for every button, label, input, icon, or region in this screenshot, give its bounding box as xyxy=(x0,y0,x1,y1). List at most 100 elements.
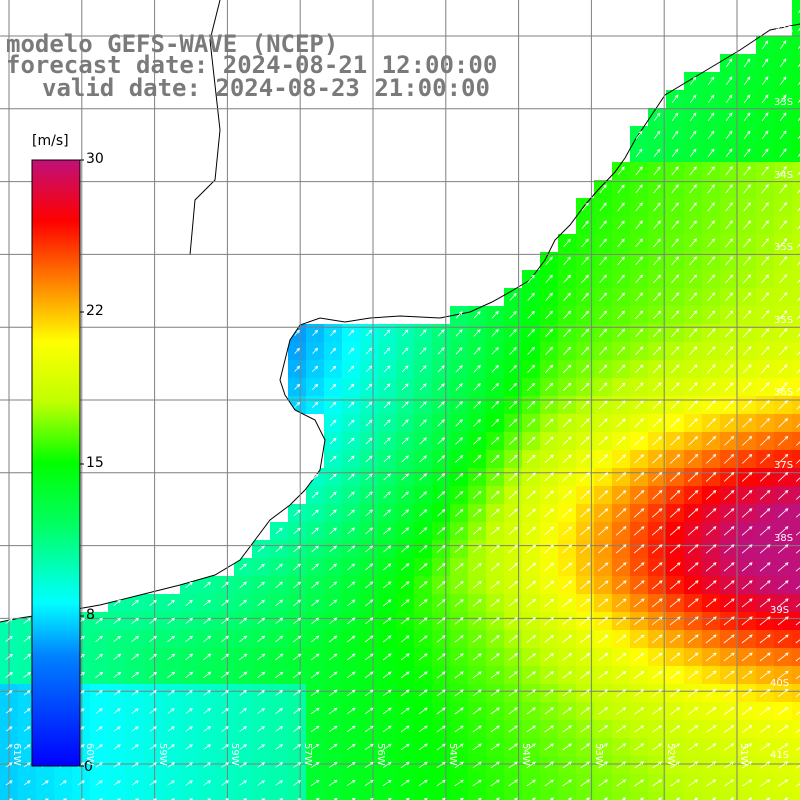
wind-arrow xyxy=(526,671,536,679)
wind-arrow xyxy=(615,544,627,554)
wind-arrow xyxy=(760,761,771,769)
wind-arrow xyxy=(545,256,553,266)
wind-speed-cell xyxy=(720,792,738,800)
colorbar-tick-label: 22 xyxy=(86,303,104,319)
wind-arrow xyxy=(580,616,591,626)
wind-arrow xyxy=(598,382,608,392)
wind-arrow xyxy=(653,346,662,356)
wind-arrow xyxy=(400,743,410,751)
wind-arrow xyxy=(257,653,266,661)
wind-speed-cell xyxy=(792,702,800,720)
wind-arrow xyxy=(653,202,661,212)
wind-arrow xyxy=(347,581,356,589)
wind-arrow xyxy=(472,617,482,625)
wind-speed-cell xyxy=(504,792,522,800)
wind-arrow xyxy=(669,652,681,662)
wind-arrow xyxy=(454,563,464,571)
wind-speed-cell xyxy=(522,792,540,800)
wind-arrow xyxy=(563,328,572,338)
lon-label: 61W xyxy=(11,743,22,766)
wind-arrow xyxy=(526,472,536,482)
wind-arrow xyxy=(705,616,717,626)
wind-arrow xyxy=(743,274,752,284)
wind-arrow xyxy=(149,599,157,607)
wind-arrow xyxy=(598,653,609,661)
wind-speed-cell xyxy=(540,792,558,800)
lat-label: 35S xyxy=(774,242,794,253)
wind-arrow xyxy=(670,418,680,428)
wind-arrow xyxy=(257,563,265,571)
wind-speed-cell xyxy=(684,792,702,800)
wind-arrow xyxy=(436,617,446,625)
wind-speed-cell xyxy=(792,774,800,792)
wind-speed-cell xyxy=(630,792,648,800)
wind-speed-cell xyxy=(792,288,800,306)
wind-arrow xyxy=(491,418,500,427)
wind-arrow xyxy=(364,761,374,769)
wind-arrow xyxy=(743,148,751,158)
wind-arrow xyxy=(312,329,319,336)
wind-arrow xyxy=(509,310,517,319)
wind-arrow xyxy=(671,256,680,266)
wind-arrow xyxy=(563,274,571,284)
wind-arrow xyxy=(346,617,356,625)
wind-arrow xyxy=(616,743,627,751)
wind-arrow xyxy=(633,580,645,590)
wind-speed-cell xyxy=(468,792,486,800)
wind-arrow xyxy=(113,780,121,786)
wind-arrow xyxy=(617,238,625,248)
wind-arrow xyxy=(113,690,121,696)
wind-arrow xyxy=(653,148,661,157)
wind-arrow xyxy=(382,671,392,679)
wind-arrow xyxy=(671,148,679,157)
wind-arrow xyxy=(239,762,248,768)
wind-arrow xyxy=(562,508,573,518)
wind-arrow xyxy=(436,563,446,571)
wind-arrow xyxy=(347,545,356,553)
wind-arrow xyxy=(688,689,699,697)
wind-speed-cell xyxy=(792,648,800,666)
wind-speed-cell xyxy=(792,306,800,324)
wind-arrow xyxy=(743,292,752,302)
wind-arrow xyxy=(580,418,590,428)
wind-arrow xyxy=(454,581,464,589)
wind-arrow xyxy=(544,400,554,410)
wind-arrow xyxy=(472,490,482,499)
wind-arrow xyxy=(562,689,573,697)
wind-arrow xyxy=(436,743,446,751)
wind-arrow xyxy=(441,797,446,800)
wind-arrow xyxy=(95,617,104,625)
wind-arrow xyxy=(670,725,681,733)
wind-arrow xyxy=(617,310,626,320)
wind-arrow xyxy=(652,743,663,751)
wind-arrow xyxy=(670,779,681,787)
wind-arrow xyxy=(742,725,753,733)
wind-arrow xyxy=(670,707,681,715)
wind-arrow xyxy=(365,473,373,481)
wind-arrow xyxy=(544,707,554,715)
wind-arrow xyxy=(490,653,500,661)
wind-arrow xyxy=(509,328,517,337)
wind-arrow xyxy=(635,256,643,266)
wind-arrow xyxy=(634,454,645,464)
wind-arrow xyxy=(508,544,518,554)
wind-arrow xyxy=(669,598,681,608)
wind-arrow xyxy=(651,490,663,500)
wind-speed-cell xyxy=(792,468,800,486)
wind-arrow xyxy=(221,599,230,607)
wind-arrow xyxy=(472,653,482,661)
wind-arrow xyxy=(221,780,230,786)
wind-arrow xyxy=(743,220,752,230)
wind-speed-cell xyxy=(792,0,800,18)
wind-arrow xyxy=(310,779,320,787)
wind-arrow xyxy=(669,472,681,482)
title-valid-date: valid date: 2024-08-23 21:00:00 xyxy=(42,74,490,102)
wind-arrow xyxy=(634,761,645,769)
wind-arrow xyxy=(689,274,698,284)
wind-arrow xyxy=(653,184,661,194)
wind-arrow xyxy=(490,562,500,571)
wind-arrow xyxy=(419,491,428,499)
wind-arrow xyxy=(149,744,157,750)
wind-arrow xyxy=(95,690,103,696)
wind-arrow xyxy=(742,761,753,769)
